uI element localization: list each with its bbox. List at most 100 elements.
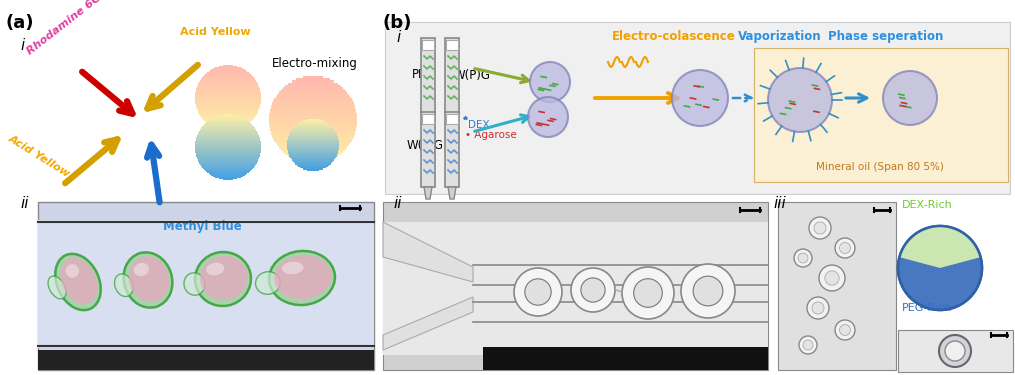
- Bar: [199, 113, 257, 114]
- Ellipse shape: [48, 276, 66, 299]
- Bar: [199, 81, 257, 82]
- Bar: [205, 170, 251, 171]
- Text: DEX-Rich: DEX-Rich: [902, 200, 953, 210]
- Bar: [195, 151, 261, 152]
- Circle shape: [799, 336, 817, 354]
- Bar: [198, 159, 259, 160]
- Circle shape: [514, 268, 562, 316]
- Bar: [207, 72, 250, 73]
- Bar: [290, 132, 336, 133]
- Bar: [271, 131, 355, 133]
- Ellipse shape: [66, 264, 79, 278]
- Ellipse shape: [184, 273, 205, 295]
- Bar: [219, 66, 236, 67]
- Bar: [201, 128, 256, 129]
- Bar: [205, 74, 251, 75]
- Bar: [211, 118, 245, 119]
- Ellipse shape: [282, 262, 303, 274]
- Bar: [213, 68, 244, 69]
- Text: PEG: PEG: [412, 69, 435, 81]
- Bar: [208, 121, 249, 122]
- Bar: [274, 98, 352, 100]
- Text: Phase seperation: Phase seperation: [828, 30, 943, 43]
- Bar: [292, 128, 333, 129]
- Bar: [196, 156, 260, 157]
- Bar: [201, 116, 256, 117]
- Circle shape: [835, 320, 855, 340]
- Bar: [213, 127, 244, 128]
- Bar: [269, 124, 356, 127]
- Bar: [38, 220, 374, 348]
- Bar: [288, 137, 338, 138]
- Text: W(P)G: W(P)G: [454, 69, 491, 81]
- Bar: [287, 148, 339, 149]
- Bar: [291, 80, 334, 82]
- Bar: [280, 148, 345, 151]
- Bar: [201, 165, 256, 166]
- Bar: [270, 109, 356, 111]
- Circle shape: [528, 97, 568, 137]
- Circle shape: [839, 243, 851, 254]
- Bar: [277, 144, 349, 146]
- Circle shape: [945, 341, 965, 361]
- FancyBboxPatch shape: [421, 38, 435, 113]
- Bar: [308, 170, 319, 171]
- Bar: [283, 151, 343, 153]
- Bar: [198, 85, 259, 86]
- Bar: [204, 75, 252, 76]
- Bar: [206, 73, 251, 74]
- Bar: [272, 135, 354, 138]
- Bar: [272, 102, 354, 105]
- Bar: [196, 138, 260, 139]
- Bar: [287, 144, 339, 145]
- Bar: [196, 88, 260, 89]
- Bar: [216, 116, 240, 117]
- Bar: [300, 122, 326, 123]
- Text: DEX: DEX: [468, 120, 489, 130]
- Bar: [298, 123, 328, 124]
- FancyBboxPatch shape: [754, 48, 1008, 182]
- Bar: [196, 137, 260, 138]
- Ellipse shape: [134, 263, 149, 276]
- Bar: [200, 129, 256, 130]
- Text: Methyl Blue: Methyl Blue: [163, 220, 242, 233]
- Bar: [283, 87, 343, 89]
- Circle shape: [898, 226, 982, 310]
- Bar: [273, 138, 353, 140]
- Bar: [196, 154, 260, 155]
- Bar: [269, 113, 356, 116]
- Bar: [385, 22, 1010, 194]
- Bar: [289, 133, 337, 135]
- Bar: [204, 169, 252, 170]
- Bar: [205, 123, 251, 124]
- Bar: [303, 120, 323, 122]
- Text: Electro-mixing: Electro-mixing: [272, 57, 358, 70]
- Bar: [289, 155, 337, 157]
- Text: ii: ii: [20, 196, 28, 211]
- Bar: [270, 111, 356, 113]
- Circle shape: [839, 324, 851, 336]
- Text: Mineral oil (Span 80 5%): Mineral oil (Span 80 5%): [816, 162, 944, 172]
- Bar: [196, 106, 260, 107]
- Bar: [287, 140, 339, 141]
- Bar: [422, 40, 434, 50]
- Bar: [277, 94, 349, 96]
- Bar: [287, 150, 338, 152]
- Bar: [195, 142, 261, 143]
- Circle shape: [693, 276, 723, 306]
- Circle shape: [883, 71, 937, 125]
- Bar: [201, 127, 255, 128]
- Bar: [198, 133, 258, 134]
- Bar: [196, 91, 260, 92]
- Bar: [196, 141, 261, 142]
- Polygon shape: [424, 113, 432, 125]
- Bar: [223, 65, 233, 66]
- Bar: [209, 173, 248, 174]
- Bar: [195, 148, 261, 150]
- Ellipse shape: [129, 256, 170, 302]
- FancyBboxPatch shape: [421, 112, 435, 187]
- FancyBboxPatch shape: [445, 112, 459, 187]
- Bar: [271, 107, 355, 109]
- Bar: [223, 179, 233, 180]
- Bar: [291, 158, 334, 160]
